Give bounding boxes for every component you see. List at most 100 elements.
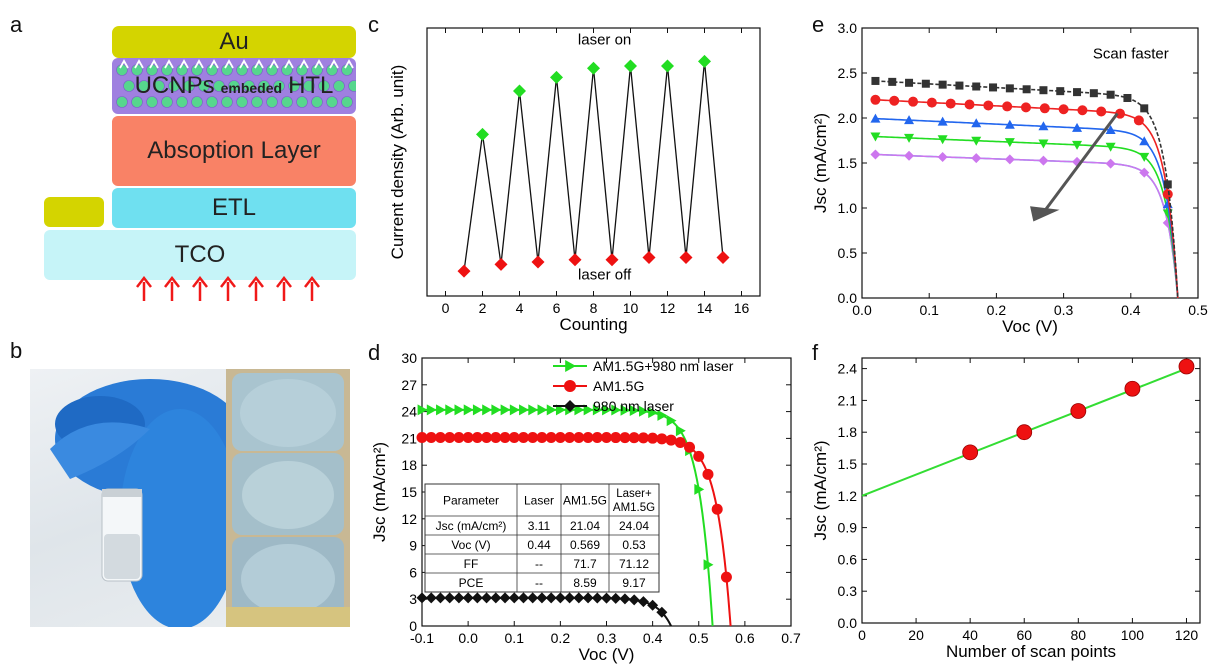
data-point <box>500 404 511 416</box>
series-line <box>875 80 1179 299</box>
upconversion-arrow <box>209 59 219 69</box>
table-cell: 0.569 <box>570 538 600 552</box>
y-tick-label: 2.4 <box>838 361 858 377</box>
table-cell: PCE <box>459 576 484 590</box>
ucnp-sphere <box>243 80 255 92</box>
data-point <box>661 59 674 73</box>
upconversion-arrow <box>134 59 144 69</box>
ucnp-sphere <box>123 80 135 92</box>
x-tick-label: 2 <box>479 300 487 316</box>
etl-layer: ETL <box>112 188 356 228</box>
x-tick-label: 0.2 <box>551 630 571 646</box>
table-cell: Laser+ <box>616 488 652 500</box>
x-tick-label: 0.1 <box>919 302 939 318</box>
data-point <box>871 76 880 85</box>
data-point <box>1096 106 1107 117</box>
ucnp-sphere <box>116 96 128 108</box>
data-point <box>476 127 489 141</box>
panel-letter-a: a <box>10 12 23 37</box>
data-point <box>574 404 585 416</box>
chart-e-scan-speed: 0.0 0.1 0.2 0.3 0.4 0.5 0.0 0.5 1.0 1.5 2.0 2.5 3.0 V… <box>811 20 1208 336</box>
data-point <box>592 404 603 416</box>
data-point <box>555 404 566 416</box>
data-point <box>679 250 693 264</box>
table-cell: 24.04 <box>619 519 649 533</box>
data-point <box>904 115 915 125</box>
data-point <box>989 83 998 92</box>
data-point <box>637 432 649 444</box>
y-tick-label: 2.5 <box>838 65 858 81</box>
data-point <box>642 250 656 264</box>
table-cell: 21.04 <box>570 519 600 533</box>
data-point <box>1139 152 1150 162</box>
data-point <box>434 592 446 604</box>
data-point <box>639 405 649 417</box>
y-tick-label: 2.0 <box>838 110 858 126</box>
data-point <box>564 592 576 604</box>
y-tick-label: 1.0 <box>838 200 858 216</box>
x-tick-label: 20 <box>908 627 924 643</box>
plot-frame <box>861 27 1199 299</box>
upconversion-arrow <box>224 59 234 69</box>
data-point <box>545 432 557 444</box>
light-arrow-head <box>304 276 320 288</box>
data-point <box>1020 102 1031 113</box>
table-cell: 8.59 <box>573 576 597 590</box>
ucnp-sphere <box>206 96 218 108</box>
data-point <box>481 592 493 604</box>
data-point <box>601 432 612 444</box>
data-point <box>1038 155 1049 166</box>
ucnp-spheres <box>116 59 356 108</box>
x-tick-label: 6 <box>553 300 561 316</box>
data-point <box>453 432 465 444</box>
upconversion-arrow <box>239 59 249 69</box>
table-cell: 71.12 <box>619 557 649 571</box>
ucnp-sphere <box>161 96 173 108</box>
data-point <box>425 432 437 444</box>
table-cell: Jsc (mA/cm²) <box>436 519 507 533</box>
data-point <box>564 432 576 444</box>
data-point <box>481 432 493 444</box>
panel-letter-c: c <box>368 12 379 37</box>
data-point <box>1139 136 1150 146</box>
light-arrow-head <box>248 276 264 288</box>
y-tick-label: 0.0 <box>838 615 858 631</box>
ucnp-sphere <box>288 80 300 92</box>
data-point <box>656 433 668 445</box>
data-point <box>554 592 566 604</box>
x-axis-label: Counting <box>559 315 627 334</box>
y-axis-label: Current density (Arb. unit) <box>388 65 407 260</box>
data-point <box>711 503 723 515</box>
scan-faster-arrow <box>1042 112 1119 214</box>
table-cell: Voc (V) <box>451 538 490 552</box>
data-point <box>1124 380 1141 397</box>
x-tick-label: 0.1 <box>505 630 525 646</box>
y-tick-label: 0.6 <box>838 551 858 567</box>
x-tick-label: 0.5 <box>1188 302 1208 318</box>
x-tick-label: 80 <box>1071 627 1087 643</box>
y-tick-label: 24 <box>401 404 417 420</box>
data-point <box>1016 424 1033 441</box>
data-point <box>716 250 730 264</box>
upconversion-arrow <box>344 59 354 69</box>
data-point <box>938 80 947 89</box>
data-point <box>463 404 474 416</box>
light-arrows <box>136 276 320 301</box>
data-point <box>508 432 520 444</box>
au-layer: Au <box>112 26 356 58</box>
table-cell: Laser <box>524 494 554 508</box>
data-point <box>605 253 619 267</box>
htl-layer: UCNPs embeded HTL <box>112 58 356 114</box>
contact-pad <box>44 197 104 227</box>
data-point <box>573 592 585 604</box>
tco-label: TCO <box>174 241 226 268</box>
upconversion-arrow <box>284 59 294 69</box>
data-point <box>1123 93 1132 102</box>
data-point <box>568 253 582 267</box>
y-tick-label: 0.5 <box>838 245 858 261</box>
data-point <box>1039 86 1048 95</box>
upconversion-arrow <box>149 59 159 69</box>
data-point <box>1077 105 1088 116</box>
data-point <box>545 592 557 604</box>
x-tick-label: 0.4 <box>1121 302 1141 318</box>
